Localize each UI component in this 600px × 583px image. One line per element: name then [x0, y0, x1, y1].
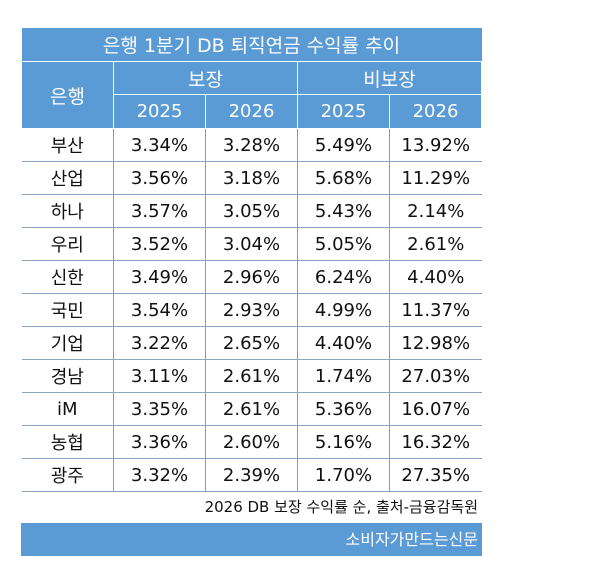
bank-name-cell: 부산: [21, 128, 114, 162]
value-cell: 3.57%: [113, 194, 206, 228]
bank-name-cell: 국민: [21, 293, 114, 327]
value-cell: 1.70%: [297, 458, 390, 492]
value-cell: 4.40%: [389, 260, 482, 294]
value-cell: 27.03%: [389, 359, 482, 393]
value-cell: 5.49%: [297, 128, 390, 162]
value-cell: 3.36%: [113, 425, 206, 459]
bank-header: 은행: [21, 61, 114, 129]
value-cell: 5.16%: [297, 425, 390, 459]
value-cell: 2.60%: [205, 425, 298, 459]
bank-name-cell: 신한: [21, 260, 114, 294]
value-cell: 3.34%: [113, 128, 206, 162]
table-row: 산업 3.56% 3.18% 5.68% 11.29%: [21, 161, 482, 195]
table-row: 부산 3.34% 3.28% 5.49% 13.92%: [21, 128, 482, 162]
table-row: 기업 3.22% 2.65% 4.40% 12.98%: [21, 326, 482, 360]
value-cell: 5.43%: [297, 194, 390, 228]
bank-name-cell: 농협: [21, 425, 114, 459]
value-cell: 11.29%: [389, 161, 482, 195]
year-header: 2025: [297, 94, 390, 129]
value-cell: 16.32%: [389, 425, 482, 459]
bank-name-cell: 우리: [21, 227, 114, 261]
value-cell: 3.04%: [205, 227, 298, 261]
value-cell: 3.05%: [205, 194, 298, 228]
bank-name-cell: 경남: [21, 359, 114, 393]
value-cell: 16.07%: [389, 392, 482, 426]
year-header: 2026: [389, 94, 482, 129]
year-header: 2025: [113, 94, 206, 129]
value-cell: 1.74%: [297, 359, 390, 393]
table-row: 우리 3.52% 3.04% 5.05% 2.61%: [21, 227, 482, 261]
bank-name-cell: 기업: [21, 326, 114, 360]
bank-name-cell: 광주: [21, 458, 114, 492]
value-cell: 2.93%: [205, 293, 298, 327]
value-cell: 3.28%: [205, 128, 298, 162]
value-cell: 11.37%: [389, 293, 482, 327]
table-title: 은행 1분기 DB 퇴직연금 수익률 추이: [21, 28, 482, 62]
value-cell: 3.35%: [113, 392, 206, 426]
bank-name-cell: iM: [21, 392, 114, 426]
bank-name-cell: 하나: [21, 194, 114, 228]
table-row: 신한 3.49% 2.96% 6.24% 4.40%: [21, 260, 482, 294]
value-cell: 2.61%: [389, 227, 482, 261]
value-cell: 2.65%: [205, 326, 298, 360]
table-row: 농협 3.36% 2.60% 5.16% 16.32%: [21, 425, 482, 459]
value-cell: 27.35%: [389, 458, 482, 492]
value-cell: 2.39%: [205, 458, 298, 492]
group-header-guaranteed: 보장: [113, 61, 298, 95]
value-cell: 3.22%: [113, 326, 206, 360]
table-row: 경남 3.11% 2.61% 1.74% 27.03%: [21, 359, 482, 393]
value-cell: 5.68%: [297, 161, 390, 195]
table-row: iM 3.35% 2.61% 5.36% 16.07%: [21, 392, 482, 426]
value-cell: 2.96%: [205, 260, 298, 294]
value-cell: 12.98%: [389, 326, 482, 360]
value-cell: 3.54%: [113, 293, 206, 327]
value-cell: 3.49%: [113, 260, 206, 294]
value-cell: 5.05%: [297, 227, 390, 261]
table-note: 2026 DB 보장 수익률 순, 출처-금융감독원: [204, 498, 478, 516]
table-row: 국민 3.54% 2.93% 4.99% 11.37%: [21, 293, 482, 327]
value-cell: 6.24%: [297, 260, 390, 294]
value-cell: 3.52%: [113, 227, 206, 261]
value-cell: 5.36%: [297, 392, 390, 426]
year-header: 2026: [205, 94, 298, 129]
value-cell: 2.61%: [205, 392, 298, 426]
source-banner: 소비자가만드는신문: [21, 523, 482, 556]
value-cell: 2.61%: [205, 359, 298, 393]
value-cell: 13.92%: [389, 128, 482, 162]
value-cell: 4.99%: [297, 293, 390, 327]
value-cell: 3.56%: [113, 161, 206, 195]
value-cell: 3.18%: [205, 161, 298, 195]
value-cell: 2.14%: [389, 194, 482, 228]
value-cell: 3.32%: [113, 458, 206, 492]
returns-table: 은행 1분기 DB 퇴직연금 수익률 추이 은행 보장 비보장 2025 202…: [21, 28, 482, 492]
value-cell: 4.40%: [297, 326, 390, 360]
bank-name-cell: 산업: [21, 161, 114, 195]
group-header-non-guaranteed: 비보장: [297, 61, 482, 95]
value-cell: 3.11%: [113, 359, 206, 393]
returns-table-container: 은행 1분기 DB 퇴직연금 수익률 추이 은행 보장 비보장 2025 202…: [21, 28, 482, 492]
table-row: 하나 3.57% 3.05% 5.43% 2.14%: [21, 194, 482, 228]
table-row: 광주 3.32% 2.39% 1.70% 27.35%: [21, 458, 482, 492]
